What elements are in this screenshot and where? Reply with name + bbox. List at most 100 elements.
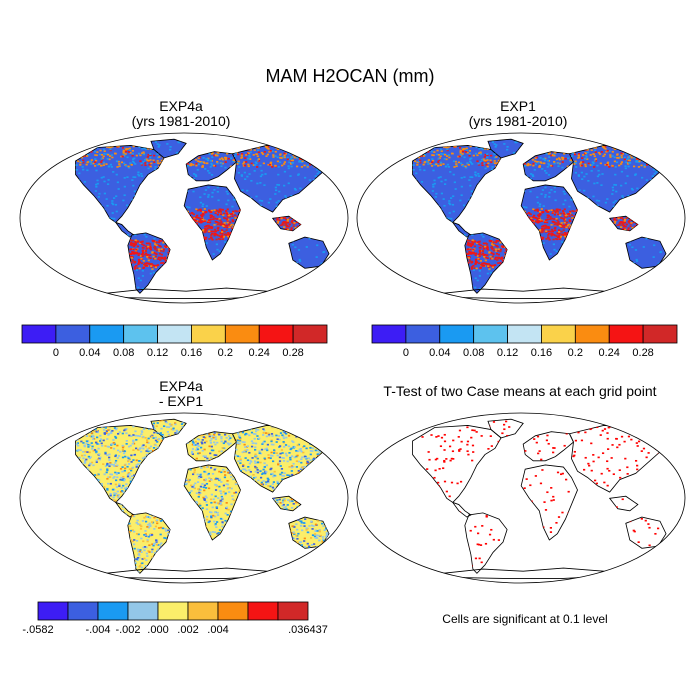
grid-cell: [136, 523, 140, 525]
grid-cell: [453, 166, 456, 168]
grid-cell: [608, 166, 611, 168]
grid-cell: [232, 198, 236, 201]
grid-cell: [220, 165, 223, 168]
grid-cell: [318, 171, 321, 173]
grid-cell: [316, 454, 320, 456]
grid-cell: [169, 148, 172, 151]
grid-cell: [99, 149, 102, 152]
grid-cell: [257, 147, 260, 149]
grid-cell: [491, 266, 494, 269]
grid-cell: [286, 460, 289, 463]
grid-cell: [324, 441, 327, 443]
grid-cell: [278, 460, 282, 462]
grid-cell: [299, 223, 301, 226]
grid-cell: [284, 427, 287, 429]
grid-cell: [459, 147, 462, 149]
grid-cell: [439, 161, 442, 164]
grid-cell: [290, 470, 293, 472]
grid-cell: [291, 161, 294, 164]
grid-cell: [224, 492, 227, 495]
grid-cell: [190, 484, 193, 487]
grid-cell: [553, 229, 557, 232]
grid-cell: [324, 429, 328, 432]
grid-cell: [260, 169, 263, 172]
grid-cell: [440, 192, 444, 195]
grid-cell: [121, 155, 124, 158]
grid-cell: [299, 157, 302, 160]
grid-cell: [121, 466, 124, 468]
grid-cell: [202, 161, 205, 164]
grid-cell: [303, 164, 306, 167]
grid-cell: [574, 160, 577, 163]
grid-cell: [150, 533, 153, 535]
grid-cell: [281, 216, 284, 219]
grid-cell: [211, 506, 214, 509]
grid-cell: [478, 243, 481, 246]
grid-cell: [223, 225, 226, 227]
grid-cell: [213, 188, 216, 191]
grid-cell: [122, 150, 125, 153]
grid-cell: [154, 161, 157, 164]
map-panel-diff: [19, 412, 349, 584]
grid-cell: [479, 253, 482, 255]
grid-cell: [477, 262, 481, 265]
grid-cell: [477, 175, 481, 177]
grid-cell: [131, 442, 134, 445]
grid-cell: [630, 156, 633, 159]
grid-cell: [236, 455, 240, 458]
grid-cell: [531, 219, 535, 222]
grid-cell: [593, 166, 596, 168]
grid-cell: [145, 158, 148, 161]
grid-cell: [224, 474, 227, 476]
grid-cell: [149, 524, 152, 527]
grid-cell: [246, 459, 250, 462]
grid-cell: [563, 208, 566, 211]
grid-cell: [489, 271, 492, 274]
grid-cell: [218, 478, 222, 481]
grid-cell: [215, 243, 219, 246]
grid-cell: [104, 451, 107, 454]
grid-cell: [463, 148, 466, 150]
grid-cell: [547, 211, 550, 213]
grid-cell: [126, 156, 129, 159]
grid-cell: [288, 223, 291, 226]
grid-cell: [198, 452, 201, 454]
grid-cell: [149, 254, 152, 257]
grid-cell: [78, 456, 81, 459]
grid-cell: [231, 227, 234, 230]
grid-cell: [570, 214, 574, 216]
grid-cell: [144, 250, 148, 253]
grid-cell: [592, 162, 595, 165]
grid-cell: [468, 251, 471, 253]
grid-cell: [148, 544, 151, 547]
grid-cell: [218, 529, 222, 531]
grid-cell: [225, 190, 228, 193]
grid-cell: [140, 433, 143, 436]
panel-title-exp4a: EXP4a (yrs 1981-2010): [62, 99, 300, 129]
grid-cell: [416, 161, 419, 164]
grid-cell: [90, 435, 93, 438]
grid-cell: [577, 175, 580, 177]
grid-cell: [238, 490, 241, 492]
grid-cell: [199, 196, 202, 199]
grid-cell: [219, 224, 222, 226]
grid-cell: [591, 161, 594, 164]
grid-cell: [197, 495, 200, 498]
grid-cell: [142, 251, 145, 253]
grid-cell: [449, 171, 452, 173]
grid-cell: [79, 163, 82, 166]
grid-cell: [604, 201, 607, 204]
grid-cell: [260, 200, 264, 202]
grid-cell: [316, 453, 319, 456]
grid-cell: [94, 158, 97, 160]
grid-cell: [540, 208, 543, 210]
grid-cell: [232, 160, 235, 163]
grid-cell: [198, 491, 201, 494]
grid-cell: [217, 532, 220, 534]
grid-cell: [648, 159, 651, 162]
grid-cell: [225, 212, 229, 215]
grid-cell: [546, 226, 550, 228]
grid-cell: [107, 165, 110, 168]
grid-cell: [219, 219, 222, 222]
grid-cell: [474, 258, 478, 261]
